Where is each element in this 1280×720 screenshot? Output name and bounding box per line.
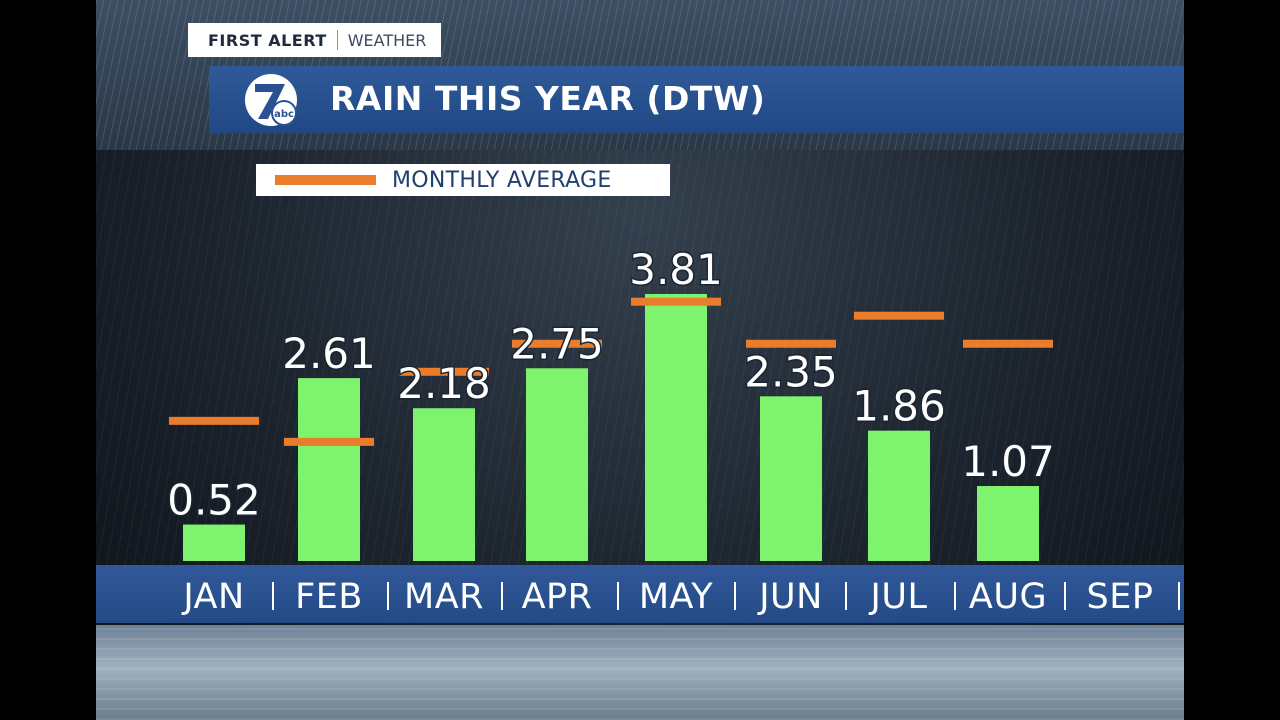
tick-label-jul: JUL — [870, 577, 928, 617]
tick-label-jun: JUN — [759, 577, 823, 617]
average-marker-jan — [169, 416, 259, 425]
average-marker-feb — [284, 437, 374, 446]
average-marker-mar — [399, 367, 489, 376]
bar-jan — [183, 524, 245, 561]
month-divider — [616, 582, 619, 610]
tick-label-may: MAY — [638, 577, 714, 617]
month-divider — [1064, 582, 1066, 610]
brand-weather: WEATHER — [347, 30, 427, 50]
abc-logo-text: abc — [274, 109, 294, 120]
value-label-jun: 2.35 — [744, 347, 838, 396]
tick-label-aug: AUG — [968, 577, 1048, 617]
average-marker-jul — [854, 311, 944, 320]
month-divider — [845, 582, 847, 610]
bar-mar — [413, 408, 475, 561]
wet-ground-backdrop — [96, 625, 1184, 720]
legend-average-label: MONTHLY AVERAGE — [392, 167, 612, 193]
value-label-jul: 1.86 — [852, 382, 946, 431]
title-bar: abc RAIN THIS YEAR (DTW) — [209, 66, 1184, 133]
value-label-mar: 2.18 — [397, 359, 491, 408]
average-marker-aug — [963, 339, 1053, 348]
chart-title: RAIN THIS YEAR (DTW) — [330, 79, 766, 118]
value-label-feb: 2.61 — [282, 329, 376, 378]
tick-label-feb: FEB — [295, 577, 363, 617]
month-divider — [733, 582, 736, 610]
bar-apr — [526, 368, 588, 561]
bar-may — [645, 294, 707, 561]
channel-7-logo-icon: abc — [245, 74, 297, 126]
bar-feb — [298, 378, 360, 561]
tick-label-jan: JAN — [183, 577, 245, 617]
chart-legend: MONTHLY AVERAGE — [256, 164, 670, 196]
month-axis-band: JAN FEB MAR APR MAY JUN JUL AUG SEP — [96, 565, 1184, 623]
first-alert-weather-tag: FIRST ALERT WEATHER — [188, 23, 442, 57]
value-label-aug: 1.07 — [961, 437, 1055, 486]
bar-jun — [760, 396, 822, 561]
brand-separator — [336, 30, 338, 50]
legend-average-swatch — [275, 175, 376, 185]
month-divider — [1177, 582, 1180, 610]
average-marker-apr — [512, 339, 602, 348]
tick-label-mar: MAR — [404, 577, 484, 617]
tick-label-sep: SEP — [1086, 577, 1154, 617]
left-letterbox — [0, 0, 96, 720]
average-marker-may — [631, 297, 721, 306]
right-letterbox — [1184, 0, 1280, 720]
month-divider — [271, 582, 274, 610]
value-label-may: 3.81 — [629, 245, 723, 294]
month-divider — [500, 582, 503, 610]
brand-first-alert: FIRST ALERT — [208, 30, 327, 50]
value-label-apr: 2.75 — [510, 319, 604, 368]
value-label-jan: 0.52 — [167, 476, 261, 525]
bar-jul — [868, 430, 930, 561]
average-marker-jun — [746, 339, 836, 348]
month-divider — [953, 582, 956, 610]
month-divider — [386, 582, 389, 610]
tick-label-apr: APR — [521, 577, 593, 617]
bar-aug — [977, 486, 1039, 561]
